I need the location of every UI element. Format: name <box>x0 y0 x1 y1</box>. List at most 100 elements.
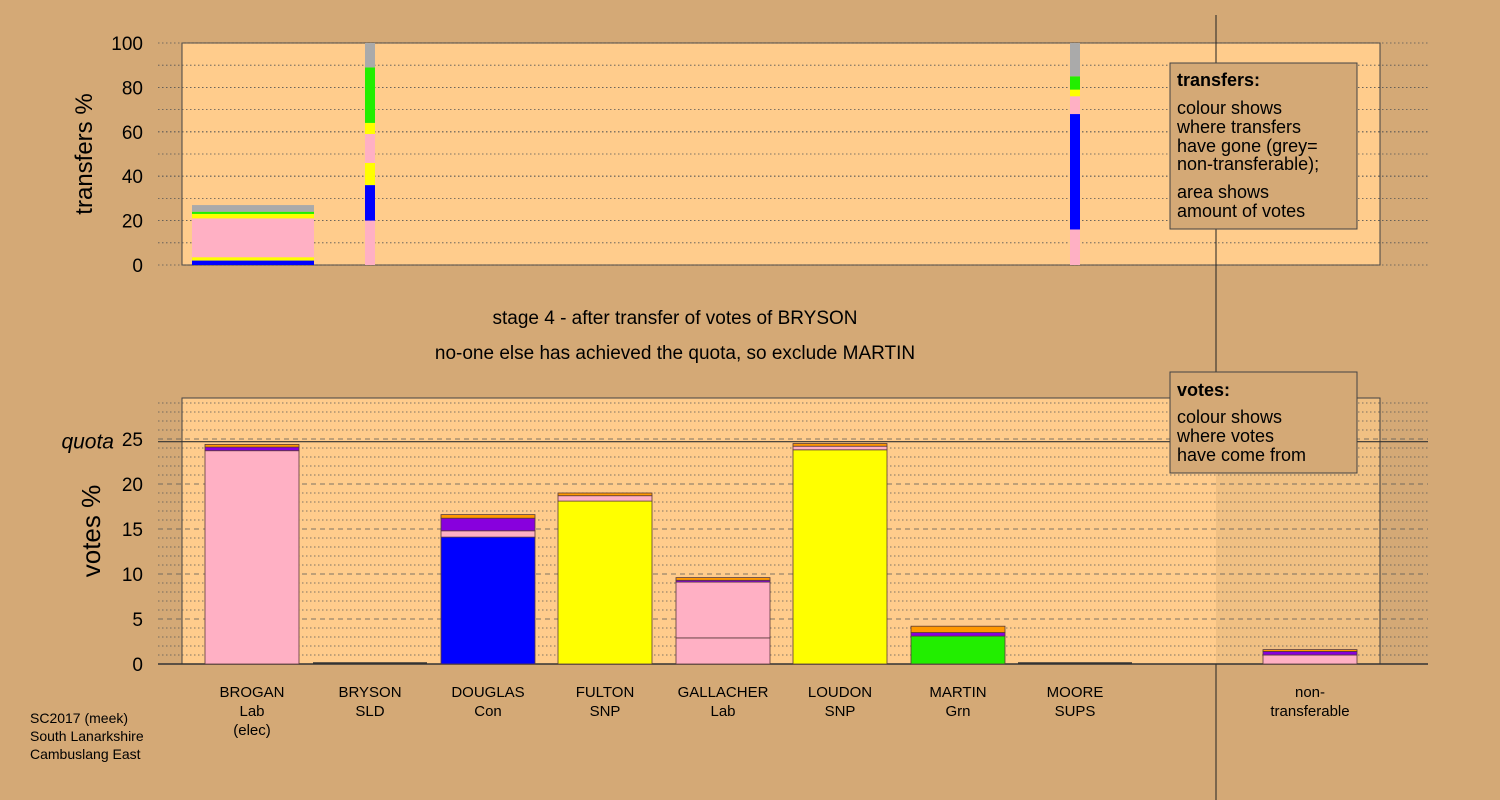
vote-segment-sups <box>910 632 1006 637</box>
vote-segment-sups <box>440 517 536 532</box>
vote-segment-lab <box>557 495 653 502</box>
transfer-segment-lab <box>365 220 375 265</box>
votes-y-tick-label: 20 <box>122 475 143 496</box>
vote-segment-sups <box>204 446 300 452</box>
vote-segment-lab <box>675 637 771 665</box>
votes-legend-line: colour shows <box>1177 407 1282 427</box>
votes-y-tick-label: 10 <box>122 565 143 586</box>
transfer-segment-non-transferable <box>365 43 375 68</box>
transfers-y-tick-label: 0 <box>132 256 143 277</box>
transfers-bars <box>192 43 1080 265</box>
vote-segment-lab <box>204 450 300 665</box>
transfers-y-tick-label: 100 <box>111 34 143 55</box>
footer-ward: Cambuslang East <box>30 746 141 762</box>
footer-council: South Lanarkshire <box>30 728 144 744</box>
transfers-legend-title: transfers: <box>1177 70 1260 90</box>
transfers-y-tick-label: 60 <box>122 123 143 144</box>
votes-legend: votes: colour shows where votes have com… <box>1169 371 1358 474</box>
vote-segment-con <box>440 536 536 665</box>
transfers-legend-line: non-transferable); <box>1177 154 1319 174</box>
votes-x-labels: BROGAN Lab (elec) BRYSON SLD DOUGLAS Con FULTON… <box>219 684 1349 739</box>
votes-legend-line: have come from <box>1177 445 1306 465</box>
transfers-legend-line: colour shows <box>1177 98 1282 118</box>
candidate-party-label: Con <box>474 703 502 720</box>
transfer-segment-snp <box>192 213 314 219</box>
transfers-y-tick-label: 40 <box>122 167 143 188</box>
transfer-segment-con <box>1070 114 1080 230</box>
candidate-party-label: SLD <box>355 703 384 720</box>
transfer-segment-grn <box>1070 76 1080 90</box>
votes-y-axis-label: votes % <box>76 485 106 578</box>
transfers-y-tick-label: 80 <box>122 78 143 99</box>
transfer-segment-snp <box>365 122 375 135</box>
votes-y-tick-label: 25 <box>122 430 143 451</box>
vote-segment-grn <box>910 635 1006 665</box>
candidate-name-label: DOUGLAS <box>451 684 524 701</box>
transfer-segment-lab <box>1070 229 1080 265</box>
transfers-y-ticks: 0 20 40 60 80 100 <box>111 34 143 277</box>
candidate-name-label: BRYSON <box>338 684 401 701</box>
vote-segment-sld <box>204 443 300 448</box>
candidate-party-label: Grn <box>945 703 970 720</box>
votes-y-ticks: 0 5 10 15 20 25 <box>122 430 143 676</box>
vote-segment-lab <box>440 530 536 538</box>
transfer-segment-lab <box>365 134 375 163</box>
nontransferable-label: non- <box>1295 684 1325 701</box>
votes-y-tick-label: 15 <box>122 520 143 541</box>
candidate-name-label: GALLACHER <box>678 684 769 701</box>
candidate-name-label: BROGAN <box>219 684 284 701</box>
vote-segment-snp <box>557 500 653 665</box>
transfers-legend-box <box>1169 62 1358 230</box>
vote-segment-sld <box>1262 649 1358 652</box>
transfer-segment-snp <box>365 162 375 186</box>
vote-segment-sld <box>792 443 888 447</box>
vote-segment-sups <box>1262 651 1358 656</box>
stage-status: no-one else has achieved the quota, so e… <box>435 343 915 364</box>
transfer-segment-con <box>192 260 314 265</box>
candidate-party-label: Lab <box>710 703 735 720</box>
vote-segment-sld <box>910 625 1006 633</box>
votes-bars <box>204 443 1358 665</box>
transfers-y-tick-label: 20 <box>122 212 143 233</box>
transfer-segment-lab <box>192 218 314 258</box>
vote-segment-snp <box>792 449 888 665</box>
transfer-segment-non-transferable <box>192 205 314 212</box>
candidate-party-label: SUPS <box>1055 703 1096 720</box>
vote-segment-lab <box>792 445 888 451</box>
candidate-name-label: LOUDON <box>808 684 872 701</box>
transfers-y-axis-label: transfers % <box>71 93 98 214</box>
stage-heading: stage 4 - after transfer of votes of BRY… <box>492 308 857 329</box>
quota-label: quota <box>61 431 114 454</box>
votes-legend-title: votes: <box>1177 380 1230 400</box>
candidate-name-label: MOORE <box>1047 684 1104 701</box>
transfer-segment-grn <box>192 211 314 214</box>
candidate-party-label: Lab <box>239 703 264 720</box>
transfer-segment-con <box>365 185 375 221</box>
transfers-legend-line: where transfers <box>1176 117 1301 137</box>
vote-segment-sld <box>557 492 653 497</box>
candidate-name-label: MARTIN <box>929 684 986 701</box>
nontransferable-label: transferable <box>1270 703 1349 720</box>
transfer-segment-snp <box>192 257 314 261</box>
transfer-segment-grn <box>365 67 375 123</box>
transfers-legend: transfers: colour shows where transfers … <box>1169 62 1358 230</box>
transfers-legend-line: have gone (grey= <box>1177 136 1318 156</box>
votes-legend-line: where votes <box>1176 426 1274 446</box>
candidate-status-label: (elec) <box>233 722 271 739</box>
candidate-party-label: SNP <box>825 703 856 720</box>
transfer-segment-snp <box>1070 89 1080 97</box>
candidate-name-label: FULTON <box>576 684 635 701</box>
vote-segment-sld <box>440 514 536 519</box>
transfers-legend-line: amount of votes <box>1177 201 1305 221</box>
transfer-segment-lab <box>1070 96 1080 115</box>
vote-segment-lab <box>1262 654 1358 665</box>
votes-y-tick-label: 0 <box>132 655 143 676</box>
footer-election: SC2017 (meek) <box>30 710 128 726</box>
votes-y-tick-label: 5 <box>132 610 143 631</box>
transfer-segment-non-transferable <box>1070 43 1080 77</box>
vote-segment-lab <box>675 581 771 639</box>
vote-segment-sld <box>675 577 771 581</box>
votes-legend-box <box>1169 371 1358 474</box>
transfers-legend-line: area shows <box>1177 182 1269 202</box>
